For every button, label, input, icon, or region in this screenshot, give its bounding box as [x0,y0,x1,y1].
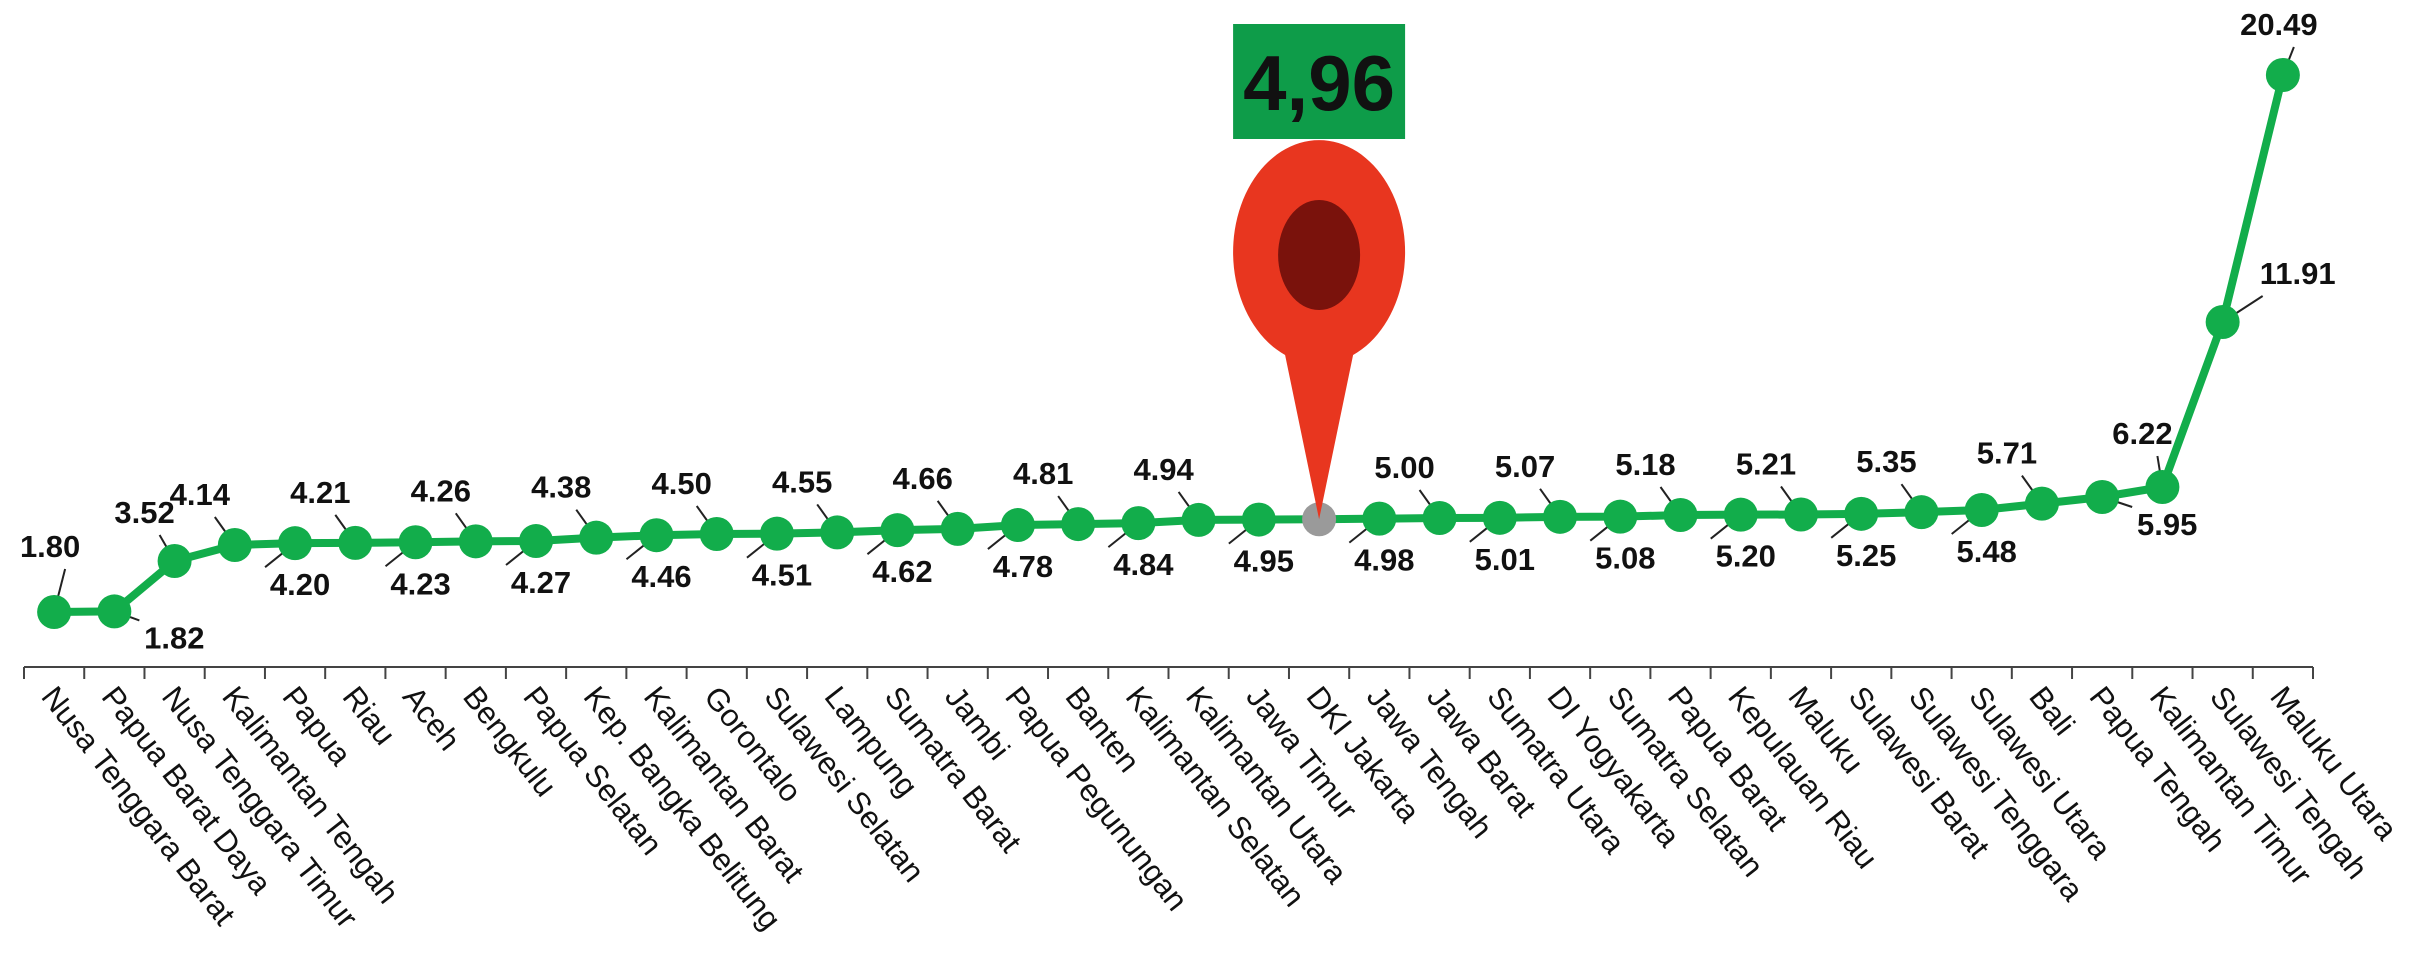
value-label: 5.95 [2137,507,2197,542]
data-point [1181,502,1216,537]
data-point [2145,470,2180,504]
value-label: 4.50 [652,466,712,501]
value-label: 1.80 [20,529,80,564]
data-point [1783,497,1818,532]
value-label: 4.20 [270,567,330,602]
value-label: 4.78 [993,549,1053,584]
data-point [1362,501,1397,536]
value-label: 5.20 [1716,539,1776,574]
highlight-marker: 4,96 [1233,24,1406,520]
value-label: 1.82 [144,620,204,655]
value-label: 4.26 [411,473,471,508]
value-label: 5.21 [1736,447,1796,482]
value-label: 5.08 [1595,541,1655,576]
value-label: 11.91 [2260,256,2336,291]
data-point [338,525,373,560]
value-label: 4.23 [390,566,450,601]
data-point [639,518,674,553]
location-pin-hole [1278,200,1361,310]
value-label: 5.48 [1957,534,2017,569]
data-points [37,58,2300,629]
value-label: 4.14 [170,477,231,512]
value-label: 4.62 [872,554,932,589]
highlight-value: 4,96 [1243,39,1395,127]
data-point [1482,500,1517,535]
value-label: 5.71 [1977,436,2037,471]
data-point [1422,501,1457,535]
data-point [1000,508,1035,543]
value-label: 5.01 [1475,542,1535,577]
value-label: 20.49 [2240,7,2318,42]
location-pin-icon [1233,140,1406,520]
data-point [1904,495,1939,530]
value-label: 4.66 [892,461,952,496]
data-point [1121,506,1156,541]
data-point [2024,486,2059,521]
value-label: 4.94 [1133,452,1194,487]
data-point [1061,507,1096,542]
data-point [880,513,915,548]
data-point [97,594,132,629]
category-label: Aceh [396,680,467,757]
value-label: 4.21 [290,475,350,510]
value-label: 3.52 [114,495,174,530]
data-point [1844,496,1879,531]
data-point [217,528,252,562]
data-point [157,544,192,578]
value-label: 4.98 [1354,543,1414,578]
data-point [1723,497,1758,532]
data-point [579,520,614,555]
value-label: 4.84 [1113,547,1174,582]
data-point [1603,499,1638,534]
value-label: 4.55 [772,464,832,499]
data-point [278,526,313,561]
value-label: 5.18 [1615,447,1675,482]
data-point [699,517,734,551]
value-label: 5.35 [1856,444,1916,479]
value-label: 4.81 [1013,456,1073,491]
data-point [940,511,975,546]
value-label: 4.46 [631,559,691,594]
data-point [37,595,72,629]
data-point [2205,305,2240,339]
highlight-badge [1233,24,1406,139]
x-axis-ticks [23,667,2314,679]
value-labels: 1.80 1.82 3.524.14 4.20 4.21 4.23 4.26 4.27 4.38… [20,7,2336,655]
value-label: 4.38 [531,470,591,505]
data-point [2265,58,2300,92]
data-point [2085,480,2120,514]
data-point [759,516,794,551]
series-line [54,74,2287,616]
data-point [1543,499,1578,534]
data-point [458,524,493,559]
value-label: 6.22 [2112,416,2172,451]
data-point [398,525,433,560]
value-label: 5.00 [1374,450,1434,485]
value-label: 4.51 [752,558,812,593]
data-point [820,515,855,550]
data-point [519,524,554,559]
data-point [1663,498,1698,532]
data-point [1241,502,1276,537]
value-label: 4.27 [511,565,571,600]
value-label: 4.95 [1234,544,1294,579]
data-point [1964,493,1999,527]
value-label: 5.07 [1495,449,1555,484]
value-label: 5.25 [1836,538,1896,573]
